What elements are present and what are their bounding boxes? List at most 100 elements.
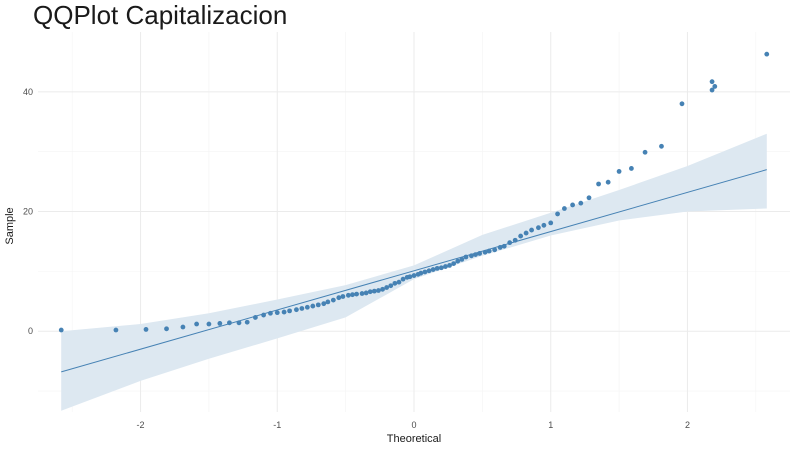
data-point bbox=[350, 292, 355, 298]
data-point bbox=[712, 84, 718, 89]
data-point bbox=[252, 315, 258, 320]
data-point bbox=[58, 327, 64, 333]
data-point bbox=[274, 310, 280, 316]
data-point bbox=[512, 237, 518, 243]
data-point bbox=[236, 320, 242, 326]
data-point bbox=[501, 243, 507, 249]
data-point bbox=[380, 286, 385, 292]
data-point bbox=[463, 254, 469, 260]
data-point bbox=[709, 79, 715, 85]
data-point bbox=[407, 274, 413, 280]
x-tick-label: -2 bbox=[137, 420, 145, 430]
data-point bbox=[367, 289, 373, 295]
data-point bbox=[616, 169, 622, 174]
data-point bbox=[523, 230, 529, 236]
data-point bbox=[541, 222, 547, 228]
data-point bbox=[578, 200, 584, 206]
data-point bbox=[507, 240, 513, 246]
chart-title: QQPlot Capitalizacion bbox=[33, 0, 288, 30]
data-point bbox=[336, 295, 342, 301]
data-point bbox=[659, 143, 664, 149]
data-point bbox=[194, 321, 200, 327]
data-point bbox=[304, 304, 310, 310]
data-point bbox=[451, 261, 457, 266]
data-point bbox=[709, 87, 715, 93]
data-points bbox=[58, 51, 770, 333]
data-point bbox=[492, 247, 498, 253]
x-tick-label: -1 bbox=[273, 420, 281, 430]
data-point bbox=[354, 291, 359, 297]
data-point bbox=[536, 225, 541, 231]
data-point bbox=[376, 288, 381, 293]
data-point bbox=[426, 268, 432, 274]
data-point bbox=[434, 265, 440, 271]
data-point bbox=[459, 257, 465, 262]
data-point bbox=[518, 233, 524, 239]
x-tick-label: 1 bbox=[548, 420, 553, 430]
data-point bbox=[679, 101, 685, 107]
data-point bbox=[244, 319, 250, 325]
data-point bbox=[555, 211, 560, 217]
data-point bbox=[477, 251, 483, 256]
data-point bbox=[529, 227, 534, 233]
data-point bbox=[345, 292, 351, 298]
data-point bbox=[180, 324, 186, 330]
data-point bbox=[764, 51, 770, 57]
data-point bbox=[396, 279, 402, 285]
data-point bbox=[455, 258, 461, 264]
data-point bbox=[605, 179, 611, 185]
data-point bbox=[371, 288, 377, 294]
x-tick-label: 2 bbox=[685, 420, 690, 430]
data-point bbox=[388, 283, 394, 289]
data-point bbox=[359, 291, 365, 296]
data-point bbox=[287, 308, 292, 314]
data-point bbox=[486, 248, 492, 254]
data-point bbox=[642, 149, 648, 155]
data-point bbox=[438, 265, 444, 271]
confidence-band bbox=[61, 133, 767, 411]
data-point bbox=[497, 245, 503, 250]
data-point bbox=[400, 276, 406, 282]
data-point bbox=[281, 309, 287, 315]
y-tick-label: 0 bbox=[28, 326, 33, 336]
data-point bbox=[392, 280, 398, 286]
data-point bbox=[548, 220, 554, 226]
data-point bbox=[430, 267, 436, 272]
reference-line bbox=[61, 169, 767, 373]
data-point bbox=[447, 262, 452, 268]
data-point bbox=[411, 273, 417, 278]
x-tick-label: 0 bbox=[411, 420, 416, 430]
data-point bbox=[562, 206, 567, 211]
data-point bbox=[206, 321, 212, 327]
y-axis-label: Sample bbox=[4, 207, 16, 244]
data-point bbox=[596, 181, 601, 187]
data-point bbox=[268, 310, 273, 316]
x-axis-label: Theoretical bbox=[387, 433, 441, 445]
data-point bbox=[294, 307, 299, 313]
data-point bbox=[482, 249, 488, 255]
data-point bbox=[628, 166, 634, 171]
data-point bbox=[422, 269, 428, 275]
data-point bbox=[330, 297, 336, 303]
data-point bbox=[113, 327, 119, 333]
data-point bbox=[299, 306, 305, 311]
data-point bbox=[586, 195, 592, 201]
data-point bbox=[315, 302, 321, 308]
y-tick-label: 40 bbox=[23, 87, 33, 97]
data-point bbox=[143, 327, 149, 332]
data-point bbox=[325, 299, 331, 305]
data-point bbox=[217, 321, 223, 326]
data-point bbox=[570, 202, 576, 208]
data-point bbox=[227, 320, 232, 326]
data-point bbox=[469, 253, 474, 259]
data-point bbox=[261, 312, 266, 318]
data-point bbox=[443, 264, 448, 269]
data-point bbox=[340, 294, 346, 299]
y-tick-label: 20 bbox=[23, 207, 33, 217]
data-point bbox=[384, 285, 390, 290]
data-point bbox=[418, 270, 424, 276]
data-point bbox=[321, 301, 327, 307]
data-point bbox=[473, 252, 478, 258]
